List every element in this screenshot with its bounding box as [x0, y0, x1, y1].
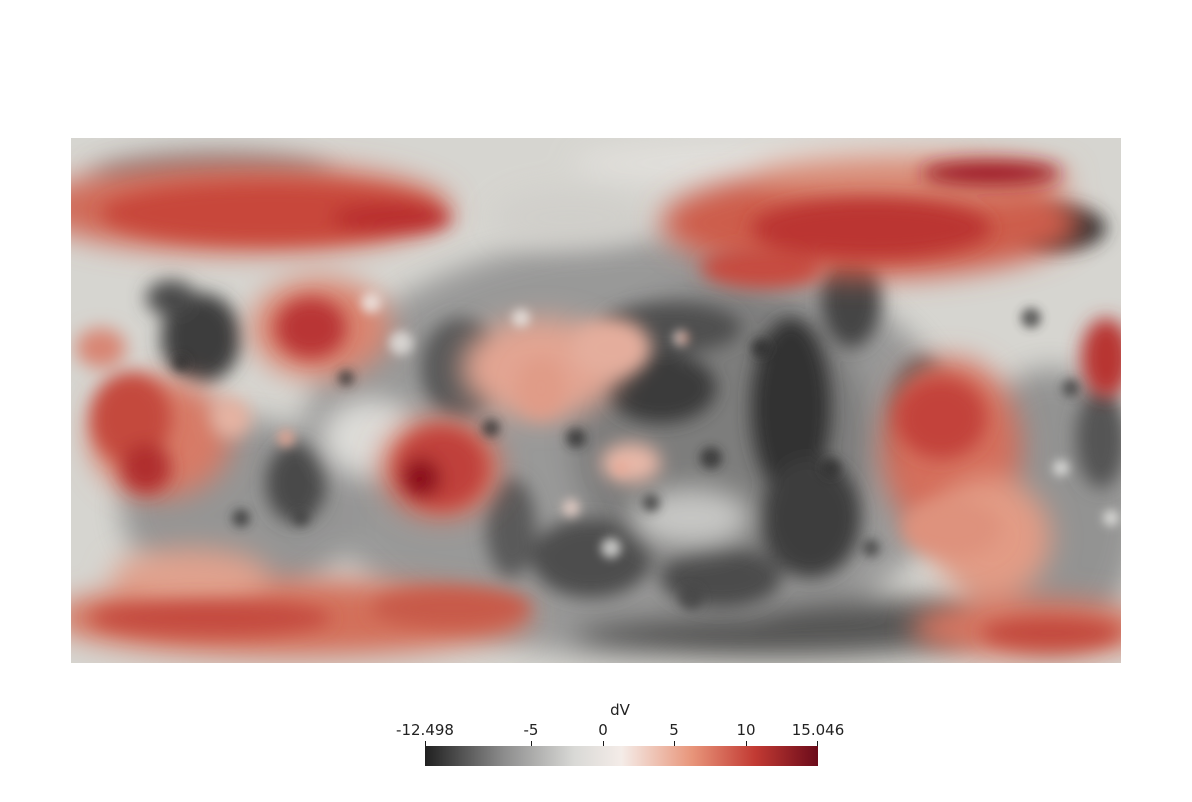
colorbar-title: dV — [610, 701, 630, 719]
colorbar-tick-label-min: -12.498 — [396, 721, 454, 739]
velocity-anomaly-map — [71, 138, 1121, 663]
colorbar-tick-label: 5 — [669, 721, 679, 739]
colorbar-tick-label-max: 15.046 — [791, 721, 845, 739]
colorbar-legend: dV -12.498 -5 0 5 10 15.046 — [380, 700, 860, 780]
colorbar-tick-label: 10 — [736, 721, 756, 739]
colorbar-tick-label: -5 — [523, 721, 539, 739]
colorbar-tick-label: 0 — [598, 721, 608, 739]
colorbar-gradient — [425, 746, 818, 766]
